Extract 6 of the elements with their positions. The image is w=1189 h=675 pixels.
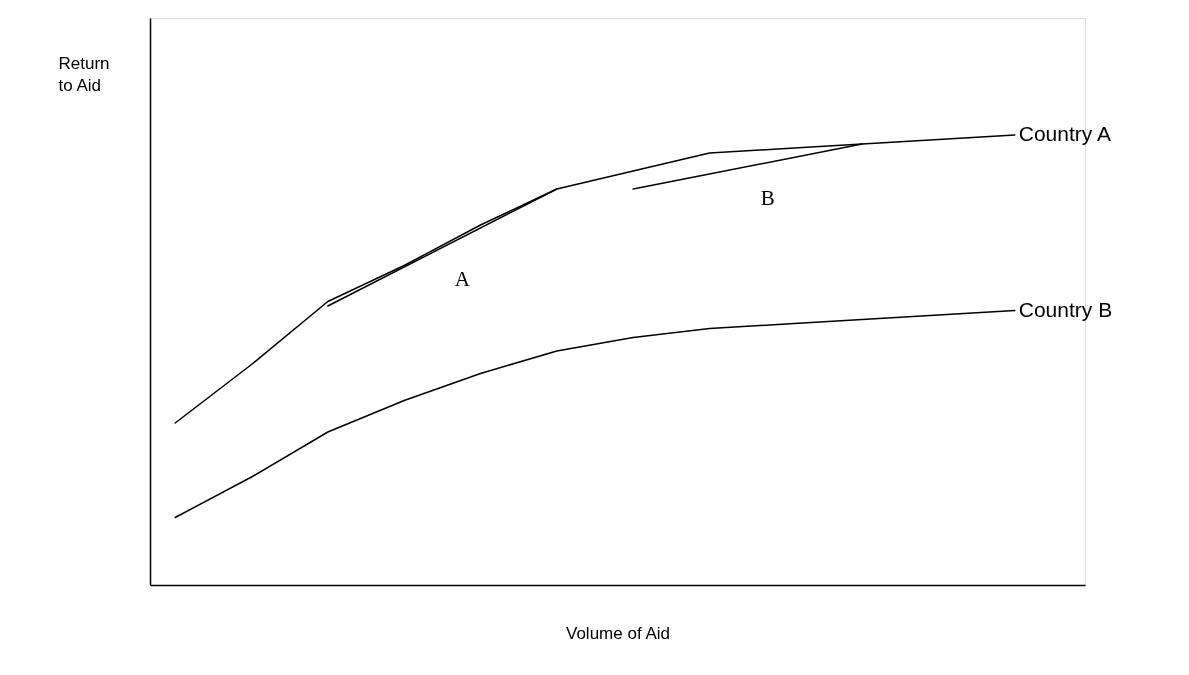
series-label: Country B: [1018, 297, 1113, 321]
x-axis-title: Volume of Aid: [566, 623, 670, 643]
annotation: B: [760, 185, 775, 210]
annotation: A: [454, 266, 471, 291]
y-axis-title: Return to Aid: [58, 53, 110, 95]
series-label: Country A: [1018, 122, 1111, 145]
